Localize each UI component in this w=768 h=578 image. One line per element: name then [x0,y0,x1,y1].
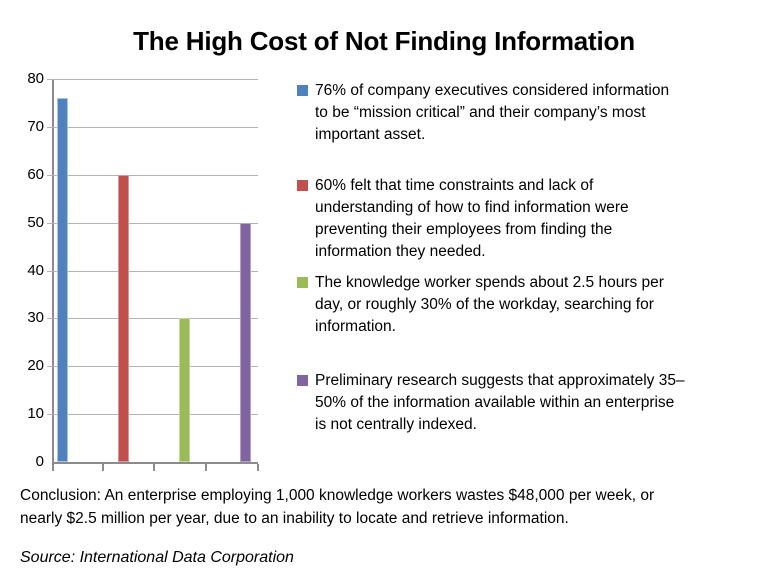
x-axis-tick [257,464,259,471]
legend-swatch-purple [297,375,308,386]
y-tick-label: 10 [27,405,44,423]
x-axis-tick [102,464,104,471]
y-tick-label: 0 [35,453,44,470]
legend-item-text: 76% of company executives considered inf… [315,82,670,143]
y-axis-labels: 80 70 60 50 40 30 20 10 0 [8,70,44,470]
gridline [47,174,258,176]
gridline [47,366,258,368]
gridline [47,126,258,128]
bar-series-1 [57,98,68,462]
gridline [47,414,258,416]
y-tick-label: 20 [27,357,44,375]
y-tick-label: 30 [27,309,44,327]
y-axis-tick-extension [52,462,54,471]
legend-swatch-blue [297,85,308,96]
chart-title: The High Cost of Not Finding Information [133,26,635,56]
legend-item-text: 60% felt that time constraints and lack … [315,177,629,260]
legend-swatch-red [297,180,308,191]
y-tick-label: 70 [27,117,44,135]
y-tick-label: 60 [27,165,44,183]
x-axis-tick [205,464,207,471]
x-axis-tick [153,464,155,471]
legend-item: 76% of company executives considered inf… [297,80,765,146]
legend-item: Preliminary research suggests that appro… [297,370,765,436]
legend-item: 60% felt that time constraints and lack … [297,175,765,263]
bar-series-4 [240,223,251,462]
source-text: Source: International Data Corporation [20,549,294,566]
y-tick-label: 40 [27,261,44,279]
gridline [47,79,258,80]
legend-item-text: The knowledge worker spends about 2.5 ho… [315,274,664,335]
conclusion-text: Conclusion: An enterprise employing 1,00… [20,487,655,527]
gridline [47,270,258,272]
gridline [47,318,258,320]
y-tick-label: 50 [27,213,44,231]
bar-series-2 [118,175,129,462]
y-tick-label: 80 [27,70,44,87]
legend-item-text: Preliminary research suggests that appro… [315,372,685,433]
plot-area [47,79,259,471]
chart-legend: 76% of company executives considered inf… [297,80,765,436]
gridline [47,222,258,224]
legend-swatch-green [297,277,308,288]
legend-item: The knowledge worker spends about 2.5 ho… [297,272,765,338]
bar-series-3 [179,318,190,462]
